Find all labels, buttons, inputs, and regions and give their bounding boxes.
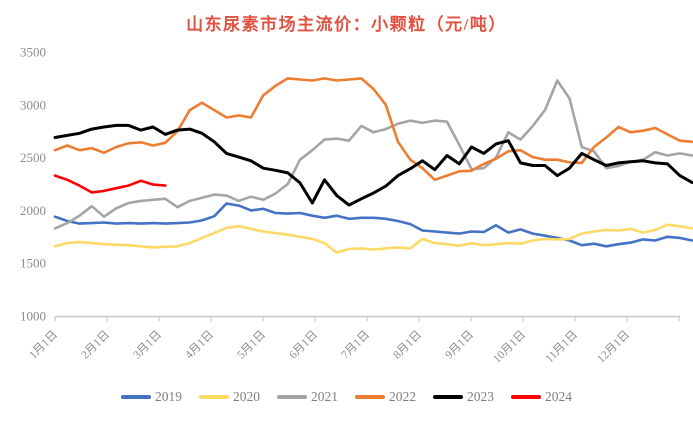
legend-item-2020[interactable]: 2020 [199, 389, 260, 405]
legend-item-2022[interactable]: 2022 [355, 389, 416, 405]
series-line-2023 [53, 123, 693, 207]
x-axis-month-label: 1月1日 [27, 329, 60, 362]
x-axis-month-label: 6月1日 [287, 329, 320, 362]
y-axis-tick-label: 2500 [20, 150, 46, 165]
x-axis-month-label: 2月1日 [79, 329, 112, 362]
legend-item-2021[interactable]: 2021 [277, 389, 338, 405]
series-line-2022 [53, 77, 693, 182]
x-axis-month-label: 7月1日 [339, 329, 372, 362]
chart-legend: 2019 2020 2021 2022 2023 2024 [0, 389, 693, 405]
legend-item-2023[interactable]: 2023 [433, 389, 494, 405]
legend-label-2019: 2019 [155, 389, 182, 404]
legend-swatch-2022 [355, 395, 385, 399]
x-axis-month-label: 10月1日 [491, 329, 528, 366]
legend-swatch-2021 [277, 395, 307, 399]
legend-swatch-2020 [199, 395, 229, 399]
series-line-2020 [53, 223, 693, 254]
y-axis-tick-label: 2000 [20, 203, 46, 218]
legend-swatch-2024 [511, 395, 541, 399]
legend-swatch-2023 [433, 395, 463, 399]
x-axis-month-label: 5月1日 [235, 329, 268, 362]
legend-item-2019[interactable]: 2019 [121, 389, 182, 405]
legend-label-2020: 2020 [233, 389, 260, 404]
y-axis-tick-label: 1500 [20, 256, 46, 271]
x-axis-month-label: 9月1日 [443, 329, 476, 362]
y-axis-tick-label: 3000 [20, 97, 46, 112]
series-line-2019 [53, 202, 693, 248]
chart-title: 山东尿素市场主流价：小颗粒（元/吨） [186, 15, 507, 34]
x-axis-month-label: 8月1日 [391, 329, 424, 362]
y-axis-tick-label: 1000 [20, 309, 46, 324]
series-line-2024 [53, 174, 167, 194]
series-line-2021 [53, 79, 693, 230]
x-axis-month-label: 11月1日 [543, 329, 580, 366]
legend-swatch-2019 [121, 395, 151, 399]
legend-label-2023: 2023 [467, 389, 494, 404]
legend-label-2022: 2022 [389, 389, 416, 404]
x-axis-month-label: 3月1日 [131, 329, 164, 362]
x-axis-month-label: 4月1日 [183, 329, 216, 362]
legend-label-2021: 2021 [311, 389, 338, 404]
y-axis-tick-label: 3500 [20, 45, 46, 60]
x-axis-month-label: 12月1日 [595, 329, 632, 366]
legend-label-2024: 2024 [545, 389, 572, 404]
legend-item-2024[interactable]: 2024 [511, 389, 572, 405]
